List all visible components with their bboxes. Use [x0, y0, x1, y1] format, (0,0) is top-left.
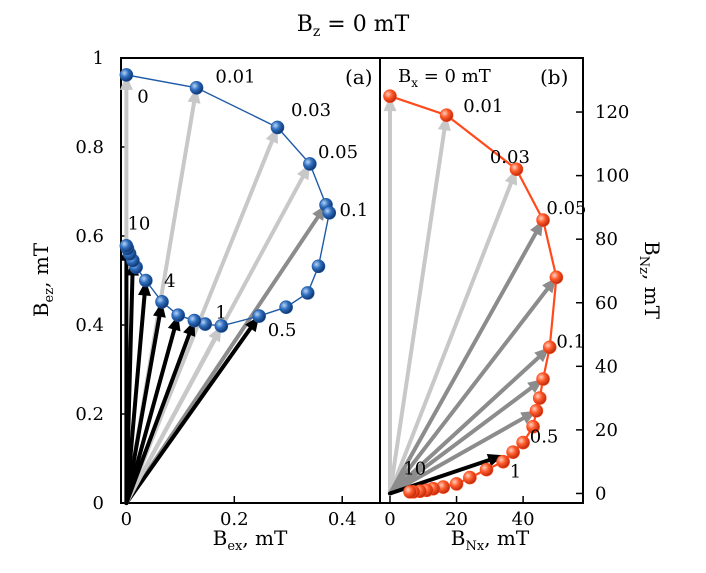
vector-arrow	[124, 293, 147, 505]
vector-arrow	[387, 181, 513, 496]
data-point	[506, 445, 520, 459]
vector-arrow	[124, 332, 192, 505]
panel-a-xlabel: Bex, mT	[213, 526, 288, 554]
data-point	[189, 81, 204, 95]
data-point	[449, 477, 464, 491]
y-tick-label: 0.6	[75, 226, 104, 247]
y-tick-label: 1	[93, 48, 104, 69]
panel-b: (b) Bx = 0 mT BNz, mT BNx, mT 0 20 40 0 20 40…	[383, 65, 664, 554]
data-point	[270, 120, 285, 135]
panel-a-label: (a)	[345, 65, 373, 89]
vector-arrow	[387, 416, 526, 496]
point-annotation: 0.05	[318, 142, 358, 163]
x-tick-label: 20	[445, 509, 468, 530]
x-tick-label: 0	[384, 509, 395, 530]
data-point	[532, 391, 547, 405]
figure-title: Bz = 0 mT	[297, 12, 410, 40]
point-annotation: 1	[510, 462, 521, 483]
data-point	[536, 372, 550, 386]
vector-arrow-head	[119, 74, 133, 90]
x-tick-label: 0.2	[220, 509, 249, 530]
data-point	[383, 89, 397, 103]
point-annotation: 10	[127, 213, 150, 234]
vector-arrow	[124, 326, 253, 505]
x-tick-label: 0.4	[328, 509, 357, 530]
data-point	[536, 213, 550, 227]
data-point	[119, 68, 134, 82]
x-tick-label: 40	[512, 509, 535, 530]
panel-b-subtitle: Bx = 0 mT	[398, 66, 491, 90]
data-point	[509, 162, 524, 177]
data-point	[542, 340, 557, 355]
y-tick-label: 120	[595, 102, 629, 123]
point-annotation: 0.03	[291, 100, 331, 121]
data-point	[322, 206, 337, 220]
plot-frame	[120, 57, 584, 504]
point-annotation: 0.03	[490, 147, 530, 168]
data-point	[155, 295, 169, 309]
point-annotation: 0.1	[340, 200, 369, 221]
point-annotation: 1	[215, 302, 226, 323]
point-annotation: 0.01	[463, 96, 503, 117]
y-tick-label: 0	[595, 483, 606, 504]
y-tick-label: 0.4	[75, 315, 104, 336]
point-annotation: 0.01	[215, 66, 255, 87]
x-tick-label: 0	[121, 509, 132, 530]
vector-arrow	[387, 128, 447, 496]
vector-arrow-head	[138, 280, 151, 296]
data-point	[279, 300, 293, 315]
point-annotation: 4	[164, 271, 175, 292]
vector-arrow	[387, 231, 538, 496]
vector-arrow	[387, 287, 550, 496]
data-point	[300, 286, 315, 300]
data-point	[526, 419, 540, 434]
y-tick-label: 40	[595, 356, 618, 377]
data-point	[479, 462, 494, 477]
data-point	[496, 454, 510, 469]
panel-a-ylabel: Bez, mT	[29, 242, 57, 317]
panel-b-label: (b)	[540, 65, 568, 89]
panel-b-ylabel: BNz, mT	[636, 241, 664, 320]
vector-arrow	[387, 355, 541, 496]
data-point	[252, 309, 266, 323]
panel-a: (a) Bez, mT Bex, mT 0 0.2 0.4 0 0.2 0.4 0.6 0.8…	[29, 48, 373, 554]
data-point	[139, 273, 153, 288]
y-tick-label: 20	[595, 420, 618, 441]
data-point	[403, 485, 417, 499]
point-annotation: 10	[403, 458, 426, 479]
data-point	[529, 404, 544, 418]
y-tick-label: 0	[93, 493, 104, 514]
point-annotation: 0.1	[556, 331, 585, 352]
y-tick-label: 100	[595, 166, 629, 187]
vector-arrow	[124, 337, 217, 505]
data-point	[187, 313, 202, 328]
vector-arrow	[124, 327, 177, 505]
data-point	[549, 270, 564, 285]
data-point	[516, 435, 530, 450]
data-point	[171, 308, 185, 323]
data-point	[214, 319, 229, 333]
data-point	[463, 470, 477, 485]
vector-arrow-head	[383, 96, 397, 112]
point-annotation: 0.05	[546, 198, 586, 219]
point-annotation: 0	[137, 87, 148, 108]
panel-b-xlabel: BNx, mT	[451, 526, 530, 554]
y-tick-label: 80	[595, 229, 618, 250]
vector-arrow	[124, 314, 162, 505]
y-tick-label: 0.8	[75, 137, 104, 158]
data-point	[119, 238, 134, 253]
y-tick-label: 0.2	[75, 404, 104, 425]
point-annotation: 0.5	[530, 427, 559, 448]
vector-arrow	[387, 386, 534, 496]
data-point	[311, 259, 326, 274]
point-annotation: 0.5	[268, 320, 297, 341]
data-point	[303, 157, 317, 171]
y-tick-label: 60	[595, 293, 618, 314]
data-point	[439, 108, 454, 123]
